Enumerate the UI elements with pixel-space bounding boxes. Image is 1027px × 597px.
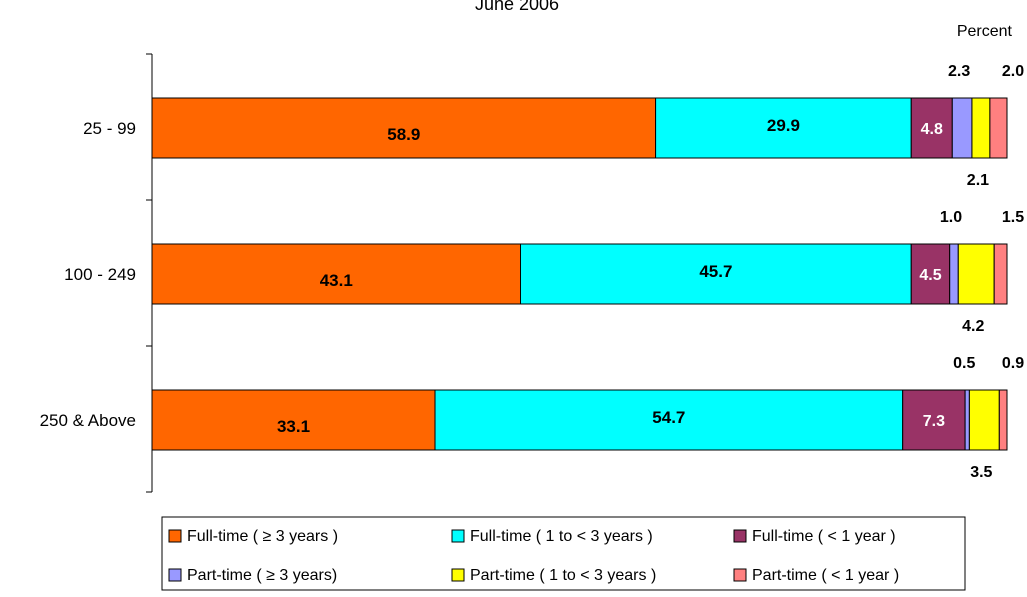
data-label: 43.1	[320, 271, 353, 290]
data-label: 3.5	[970, 464, 992, 481]
bar-segment	[957, 243, 995, 305]
data-label: 2.3	[948, 63, 970, 80]
legend-label: Full-time ( < 1 year )	[752, 528, 896, 545]
data-label: 58.9	[387, 125, 420, 144]
legend-box	[161, 516, 966, 591]
legend-swatch	[168, 568, 182, 582]
legend-label: Full-time ( 1 to < 3 years )	[470, 528, 653, 545]
legend-label: Part-time ( ≥ 3 years)	[187, 567, 337, 584]
data-label: 45.7	[699, 262, 732, 281]
data-label: 33.1	[277, 417, 310, 436]
legend-swatch	[733, 529, 747, 543]
legend-label: Part-time ( < 1 year )	[752, 567, 899, 584]
bar-segment	[998, 389, 1008, 451]
bar-segment	[902, 389, 966, 451]
data-label: 29.9	[767, 116, 800, 135]
bar-segment	[910, 97, 953, 159]
category-label: 100 - 249	[64, 265, 136, 284]
legend-label: Part-time ( 1 to < 3 years )	[470, 567, 656, 584]
bar-segment	[151, 243, 522, 305]
bar-segment	[151, 97, 657, 159]
legend-swatch	[451, 529, 465, 543]
unit-label: Percent	[957, 23, 1013, 40]
legend-label: Full-time ( ≥ 3 years )	[187, 528, 338, 545]
bar-segment	[971, 97, 991, 159]
bar-segment	[655, 97, 912, 159]
legend-swatch	[733, 568, 747, 582]
category-label: 25 - 99	[83, 119, 136, 138]
data-label: 2.1	[967, 172, 989, 189]
legend-swatch	[168, 529, 182, 543]
data-label: 7.3	[923, 413, 945, 430]
data-label: 4.8	[921, 121, 943, 138]
data-label: 1.0	[940, 209, 962, 226]
bar-segment	[964, 389, 970, 451]
legend-swatch	[451, 568, 465, 582]
data-label: 1.5	[1002, 209, 1024, 226]
data-label: 0.9	[1002, 355, 1024, 372]
bar-segment	[151, 389, 436, 451]
bar-segment	[520, 243, 912, 305]
bar-segment	[993, 243, 1008, 305]
data-label: 54.7	[652, 408, 685, 427]
data-label: 4.5	[919, 267, 941, 284]
chart-title: June 2006	[475, 0, 559, 14]
bar-segment	[989, 97, 1008, 159]
bar-segment	[951, 97, 973, 159]
data-label: 2.0	[1002, 63, 1024, 80]
bar-segment	[968, 389, 1000, 451]
data-label: 0.5	[953, 355, 975, 372]
bar-segment	[949, 243, 959, 305]
data-label: 4.2	[962, 318, 984, 335]
category-label: 250 & Above	[40, 411, 136, 430]
